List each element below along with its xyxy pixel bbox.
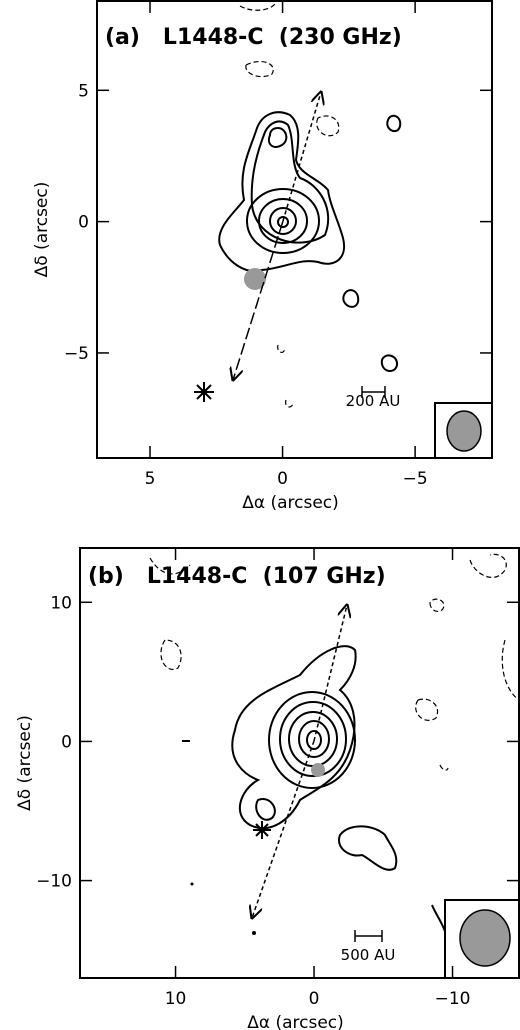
x-tick-label: 0: [277, 469, 288, 489]
y-tick-label: 5: [78, 81, 89, 101]
panel-title: (b) L1448-C (107 GHz): [88, 564, 386, 589]
scale-bar-label: 500 AU: [341, 946, 396, 964]
y-tick-label: 0: [61, 732, 72, 752]
x-tick-label: −5: [403, 469, 428, 489]
y-tick-label: −5: [64, 344, 89, 364]
x-tick-label: 0: [309, 989, 320, 1009]
y-axis-label: Δδ (arcsec): [15, 715, 35, 811]
scale-bar-label: 200 AU: [346, 392, 401, 410]
x-tick-label: 10: [165, 989, 187, 1009]
x-axis-label: Δα (arcsec): [247, 1013, 344, 1030]
y-tick-label: −10: [36, 872, 72, 892]
x-axis-label: Δα (arcsec): [242, 493, 339, 513]
x-tick-label: 5: [145, 469, 156, 489]
panel-title: (a) L1448-C (230 GHz): [105, 25, 402, 50]
panel-b-contours: [149, 553, 520, 979]
plot-frame: [79, 547, 520, 979]
y-tick-label: 0: [78, 213, 89, 233]
panel-a-contours: [194, 3, 493, 459]
x-tick-label: −10: [435, 989, 471, 1009]
y-axis-label: Δδ (arcsec): [32, 182, 52, 278]
y-tick-label: 10: [50, 593, 72, 613]
plot-frame: [96, 0, 493, 459]
